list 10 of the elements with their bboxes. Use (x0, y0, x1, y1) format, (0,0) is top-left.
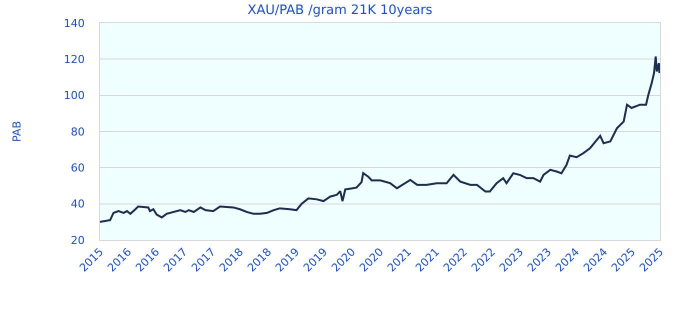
y-axis-title: PAB (10, 120, 24, 142)
line-series (100, 55, 660, 223)
y-tick-label: 80 (70, 125, 85, 138)
y-tick-label: 100 (64, 89, 85, 102)
chart-title: XAU/PAB /gram 21K 10years (248, 2, 433, 18)
y-tick-label: 20 (70, 234, 85, 247)
y-tick-label: 140 (64, 16, 85, 30)
y-tick-label: 60 (70, 162, 85, 175)
y-tick-label: 120 (64, 53, 85, 66)
y-tick-label: 40 (70, 198, 85, 211)
